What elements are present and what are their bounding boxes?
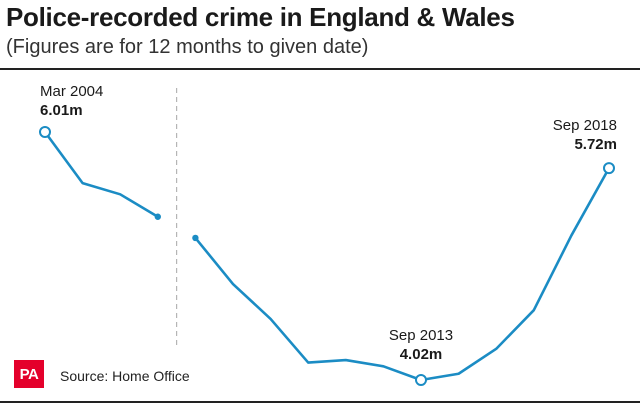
annotation-date-label: Sep 2018 bbox=[553, 117, 617, 134]
pa-logo: PA bbox=[14, 360, 44, 388]
source-note: Source: Home Office bbox=[60, 368, 190, 384]
series-after-break-line bbox=[194, 166, 611, 382]
bottom-rule bbox=[0, 401, 640, 403]
break-start-dot bbox=[192, 234, 199, 242]
annotated-point-1 bbox=[415, 374, 427, 386]
chart-title: Police-recorded crime in England & Wales bbox=[6, 2, 515, 32]
annotation-date-label: Sep 2013 bbox=[389, 327, 453, 344]
annotated-point-2 bbox=[603, 162, 615, 175]
chart-subtitle: (Figures are for 12 months to given date… bbox=[6, 36, 369, 58]
annotation-value-label: 4.02m bbox=[400, 346, 443, 363]
top-rule bbox=[0, 68, 640, 70]
annotation-value-label: 5.72m bbox=[574, 136, 617, 153]
break-end-dot bbox=[154, 213, 161, 220]
annotated-point-0 bbox=[39, 126, 51, 138]
annotation-value-label: 6.01m bbox=[40, 102, 83, 119]
annotation-date-label: Mar 2004 bbox=[40, 83, 103, 100]
series-before-break-line bbox=[43, 130, 160, 219]
